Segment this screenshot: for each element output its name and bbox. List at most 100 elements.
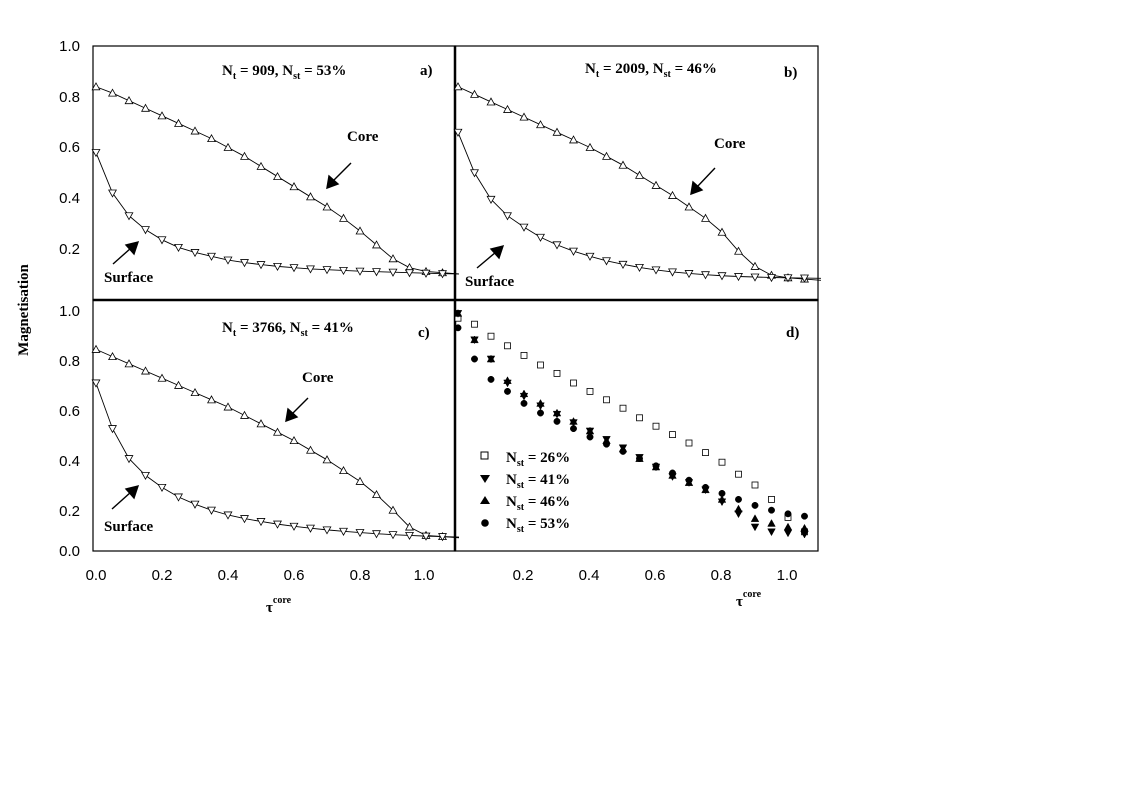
panel-a-series-1-point (438, 270, 447, 279)
panel-b-series-1-point (503, 212, 512, 221)
panel-a-series-0-point (273, 171, 282, 181)
panel-d-series-0-point (537, 361, 544, 369)
panel-d-series-3-point (586, 433, 594, 441)
panel-c-series-1-point (174, 493, 183, 502)
y-tick-bottom-5: 0.2 (59, 503, 80, 520)
x-tick-left-2: 0.2 (152, 567, 173, 584)
panel-a-series-0-point (157, 111, 167, 120)
panel-a-series-1-point (289, 264, 299, 273)
panel-c-series-0-point (91, 344, 101, 353)
panel-a-series-1-point (388, 268, 398, 277)
panel-b-series-1-point (585, 252, 595, 261)
panel-d-series-1-point (783, 529, 793, 538)
legend-label-53: Nst = 53% (506, 516, 570, 535)
panel-b-surface-arrow (476, 245, 505, 269)
panel-c-series-1-point (141, 471, 150, 481)
panel-a-series-0-point (355, 226, 365, 235)
panel-d-series-3-point (751, 501, 759, 509)
panel-d-frame (454, 299, 819, 552)
panel-c-series-1-point (339, 527, 348, 536)
panel-c-tag: c) (418, 325, 430, 341)
panel-d-series-0-point (652, 422, 660, 430)
panel-c-series-0-point (207, 395, 216, 404)
panel-b-series-0-point (453, 82, 463, 91)
panel-d-series-2-point (453, 309, 463, 317)
y-tick-bottom-6: 0.0 (59, 543, 80, 560)
panel-a-series-0-point (91, 82, 101, 91)
panel-b-series-0-point (635, 170, 644, 179)
panel-b-core-line (457, 86, 822, 281)
panel-c-series-1-point (355, 529, 365, 538)
panel-c-series-1-point (223, 511, 233, 520)
panel-b-series-1-point (684, 270, 694, 279)
panel-b-series-0-point (519, 112, 529, 121)
panel-c-series-1-point (421, 532, 431, 541)
panel-d-series-0-point (751, 481, 759, 489)
panel-a-series-0-point (190, 126, 200, 135)
panel-c-series-0-point (289, 435, 299, 445)
panel-b-core-label: Core (714, 136, 746, 152)
panel-d-series-2-point (800, 523, 809, 532)
panel-a-series-0-point (388, 254, 398, 263)
panel-b-series-0-point (618, 160, 628, 169)
panel-c-series-1-point (388, 531, 398, 540)
legend-down-triangle-marker (480, 475, 490, 483)
y-tick-top-5: 0.2 (59, 241, 80, 258)
panel-c-series-0-point (355, 476, 365, 485)
panel-a-series-1-point (91, 149, 101, 158)
panel-b-plot (453, 82, 822, 283)
panel-a-series-1-point (240, 259, 249, 268)
panel-d-series-3-point (619, 447, 627, 455)
panel-b-series-1-point (701, 271, 710, 280)
legend-item-41: Nst = 41% (480, 472, 570, 491)
x-tick-left-4: 0.6 (284, 567, 305, 584)
legend-label-41: Nst = 41% (506, 472, 570, 491)
legend-square-marker (480, 451, 489, 460)
panel-a-series-0-point (223, 142, 233, 151)
panel-a-series-1-point (256, 261, 266, 270)
panel-c-series-0-point (273, 427, 282, 436)
panel-b-series-0-point (569, 135, 578, 144)
panel-b-series-0-point (503, 104, 512, 113)
panel-a-series-0-point (124, 96, 134, 105)
y-tick-bottom-1: 1.0 (59, 303, 80, 320)
x-axis-label-right-sup: core (743, 589, 762, 600)
panel-d-legend: Nst = 26% Nst = 41% Nst = 46% Nst = 53% (480, 450, 570, 535)
panel-a-series-1-point (141, 226, 150, 235)
panel-c-series-0-point (240, 410, 249, 419)
panel-b-series-0-point (701, 213, 710, 222)
panel-c-series-0-point (108, 351, 117, 361)
panel-b-surface-label: Surface (465, 274, 514, 290)
x-tick-right-1: 0.2 (513, 567, 534, 584)
y-axis-label: Magnetisation (16, 264, 32, 356)
panel-a-series-1-point (405, 269, 414, 278)
panel-b-series-1-point (750, 273, 760, 282)
panel-b-title: Nt = 2009, Nst = 46% (585, 61, 717, 80)
panel-d-series-0-point (553, 369, 561, 377)
bottom-axis: 0.0 0.2 0.4 0.6 0.8 1.0 0.2 0.4 0.6 0.8 … (86, 567, 798, 616)
panel-c-surface-label: Surface (104, 519, 153, 535)
panel-b-series-0-point (684, 202, 694, 211)
panel-c-series-1-point (157, 483, 167, 493)
panel-a-series-1-point (372, 268, 381, 277)
panel-a-series-1-point (190, 249, 200, 258)
panel-b-series-0-point (536, 120, 545, 129)
panel-a-series-0-point (322, 202, 332, 211)
panel-d-series-2-point (767, 519, 776, 527)
panel-a-tag: a) (420, 63, 433, 79)
panel-d-series-2-point (783, 522, 793, 531)
panel-d-series-0-point (685, 439, 693, 447)
panel-d-series-3-point (636, 455, 643, 463)
panel-b-series-0-point (470, 89, 479, 98)
panel-c-series-1-point (207, 506, 216, 515)
panel-b-series-0-point (585, 142, 595, 151)
y-tick-top-4: 0.4 (59, 190, 80, 207)
panel-a-frame (92, 45, 456, 301)
y-tick-top-2: 0.8 (59, 89, 80, 106)
panel-d-series-3-point (603, 440, 610, 448)
x-tick-right-3: 0.6 (645, 567, 666, 584)
panel-d-series-3-point (784, 510, 792, 518)
panel-d-series-0-point (487, 332, 495, 340)
panel-a-series-0-point (240, 151, 249, 160)
